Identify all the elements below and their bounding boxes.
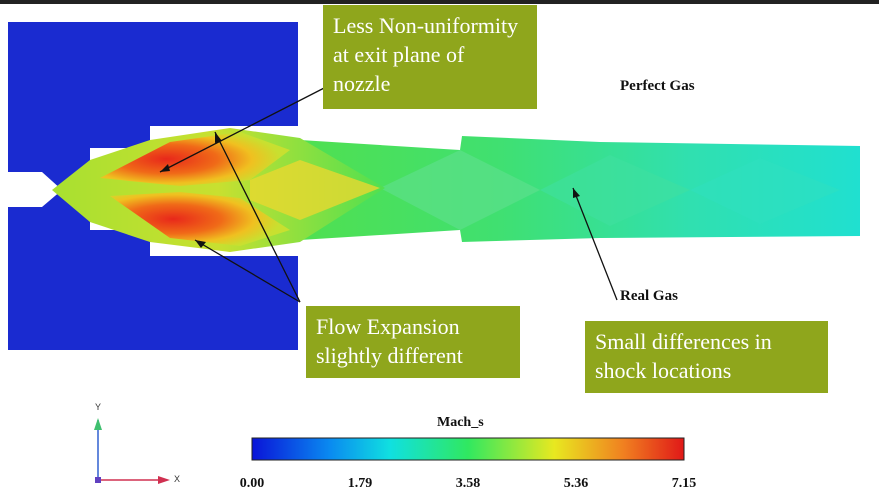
shock-cell-3 <box>690 158 840 224</box>
x-axis-arrow <box>158 476 170 484</box>
shock-cell-1 <box>380 150 540 230</box>
y-axis-arrow <box>94 418 102 430</box>
arrowhead-flow-expansion-a <box>195 240 206 248</box>
arrowhead-flow-expansion-b <box>215 132 222 143</box>
callout-nozzle-exit-text: Less Non-uniformity at exit plane of noz… <box>333 13 519 96</box>
colorbar-tick-0: 0.00 <box>239 476 265 491</box>
arrow-shock <box>572 187 618 301</box>
top-border <box>0 0 879 4</box>
axis-letter-y: Y <box>95 402 102 412</box>
colorbar-title: Mach_s <box>437 415 484 430</box>
arrow-nozzle-exit <box>159 84 331 173</box>
inlet-channel <box>8 172 62 207</box>
hot-core-lower <box>110 192 290 246</box>
callout-shock-locations-text: Small differences in shock locations <box>595 329 772 383</box>
callout-flow-expansion-text: Flow Expansion slightly different <box>316 314 463 368</box>
nozzle-lip-top <box>150 126 298 130</box>
arrow-flow-expansion-b <box>214 131 301 303</box>
callout-flow-expansion: Flow Expansion slightly different <box>306 306 520 378</box>
colorbar-tick-3: 5.36 <box>563 476 589 491</box>
label-real-gas: Real Gas <box>620 288 678 304</box>
callout-shock-locations: Small differences in shock locations <box>585 321 828 393</box>
label-perfect-gas: Perfect Gas <box>620 78 695 94</box>
axis-letter-x: X <box>174 474 181 484</box>
nozzle-flow <box>52 128 385 252</box>
axis-origin <box>95 477 101 483</box>
arrowhead-shock <box>573 188 580 198</box>
colorbar <box>251 437 685 461</box>
hot-core-upper <box>100 132 290 186</box>
callout-nozzle-exit: Less Non-uniformity at exit plane of noz… <box>323 5 537 109</box>
colorbar-tick-4: 7.15 <box>671 476 697 491</box>
arrow-flow-expansion-a <box>194 239 301 303</box>
expansion-fan <box>250 160 380 220</box>
colorbar-tick-2: 3.58 <box>455 476 481 491</box>
arrowhead-nozzle-exit <box>160 164 170 172</box>
colorbar-tick-1: 1.79 <box>347 476 373 491</box>
shock-cell-2 <box>540 155 690 226</box>
nozzle-lip-bottom <box>150 252 298 256</box>
